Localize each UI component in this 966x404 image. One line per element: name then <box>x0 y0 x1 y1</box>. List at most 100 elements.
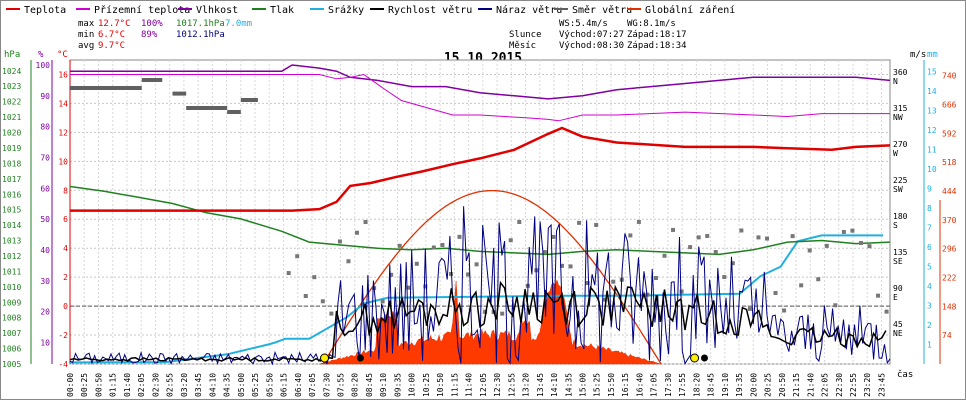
rad-tick: 666 <box>942 100 957 109</box>
time-tick: 16:40 <box>635 373 644 397</box>
moon-label: Měsíc <box>509 41 536 51</box>
wind-direction-mark <box>850 228 855 233</box>
hpa-tick: 1022 <box>2 98 21 107</box>
wind-direction-mark <box>448 271 453 276</box>
wind-direction-mark <box>346 259 351 264</box>
hpa-tick: 1012 <box>2 252 21 261</box>
wind-direction-mark <box>636 219 641 224</box>
sunrise-marker <box>320 353 330 363</box>
c-tick: 2 <box>63 273 68 282</box>
wind-direction-mark <box>320 299 325 304</box>
wind-direction-mark <box>662 253 667 258</box>
legend-label: Teplota <box>24 5 66 16</box>
wind-direction-mark <box>841 229 846 234</box>
moonrise-marker <box>356 354 364 362</box>
hpa-tick: 1019 <box>2 144 21 153</box>
time-tick: 14:10 <box>550 373 559 397</box>
ms-tick: 10 <box>927 165 937 174</box>
grid <box>69 59 891 365</box>
time-tick: 22:55 <box>849 373 858 397</box>
dir-tick-label: E <box>893 293 898 302</box>
time-tick: 01:40 <box>123 373 132 397</box>
ms-tick: 8 <box>927 204 932 213</box>
ms-tick: 1 <box>927 341 932 350</box>
wind-direction-mark <box>807 248 812 253</box>
sunset-marker <box>690 353 700 363</box>
wind-direction-mark <box>747 306 752 311</box>
time-tick: 15:50 <box>607 373 616 397</box>
time-tick: 06:40 <box>294 373 303 397</box>
wind-direction-mark <box>295 254 300 259</box>
humidity-line <box>70 64 891 100</box>
stat-value: 6.7°C <box>98 30 125 40</box>
wind-direction-mark <box>517 219 522 224</box>
time-tick: 02:55 <box>166 373 175 397</box>
hpa-axis-label: hPa <box>4 50 20 60</box>
wind-direction-mark <box>765 236 769 241</box>
wind-direction-mark <box>363 220 368 225</box>
hpa-tick: 1006 <box>2 345 21 354</box>
c-tick: 16 <box>58 70 68 79</box>
time-tick: 03:20 <box>180 373 189 397</box>
time-tick: 14:35 <box>564 373 573 397</box>
hpa-tick: 1008 <box>2 314 21 323</box>
time-tick: 05:50 <box>265 373 274 397</box>
pct-tick: 40 <box>40 246 50 255</box>
wind-direction-mark <box>756 235 761 240</box>
time-tick: 00:50 <box>94 373 103 397</box>
time-tick: 07:30 <box>322 373 331 397</box>
ms-tick: 12 <box>927 126 937 135</box>
wind-direction-mark <box>628 233 633 238</box>
time-tick: 04:10 <box>208 373 217 397</box>
ms-tick: 7 <box>927 224 932 233</box>
pct-tick: 80 <box>40 123 50 132</box>
legend-label: Rychlost větru <box>388 4 472 16</box>
wind-direction-mark <box>312 275 317 280</box>
pct-axis-label: % <box>38 50 44 60</box>
c-tick: 8 <box>63 186 68 195</box>
wind-direction-mark <box>679 289 684 294</box>
ms-tick: 9 <box>927 185 932 194</box>
legend-label: Globální záření <box>645 4 735 16</box>
wind-direction-mark <box>867 244 872 249</box>
time-tick: 07:55 <box>336 373 345 397</box>
time-tick: 04:35 <box>223 373 232 397</box>
pressure-line <box>69 185 891 256</box>
time-tick: 09:10 <box>379 373 388 397</box>
hpa-tick: 1009 <box>2 298 21 307</box>
time-tick: 08:20 <box>351 373 360 397</box>
rad-tick: 740 <box>942 72 957 81</box>
time-tick: 21:40 <box>806 373 815 397</box>
c-tick: 6 <box>63 215 68 224</box>
wind-direction-mark <box>380 299 385 304</box>
wind-direction-mark <box>858 241 863 246</box>
stat-value: 1012.1hPa <box>176 30 225 40</box>
hpa-tick: 1010 <box>2 283 21 292</box>
time-tick: 15:00 <box>579 373 588 397</box>
time-tick: 17:05 <box>650 373 659 397</box>
stat-value: max <box>78 19 95 29</box>
wind-direction-mark <box>329 311 334 316</box>
rad-tick: 592 <box>942 129 957 138</box>
ms-tick: 15 <box>927 68 937 77</box>
wind-speed-line <box>69 280 887 362</box>
stats-block: max 12.7°C 100% 1017.1hPa 7.0mm min 6.7°C 89% 10… <box>78 19 687 51</box>
wind-direction-mark <box>240 98 258 102</box>
time-tick: 19:35 <box>735 373 744 397</box>
c-tick: -2 <box>58 331 68 340</box>
time-tick: 03:45 <box>194 373 203 397</box>
wind-direction-mark <box>577 220 582 225</box>
wind-direction-mark <box>560 263 564 268</box>
dir-tick-deg: 180 <box>893 212 908 221</box>
wind-direction-mark <box>602 297 607 302</box>
wind-direction-mark <box>406 285 411 290</box>
c-tick: 0 <box>63 302 68 311</box>
hpa-tick: 1017 <box>2 175 21 184</box>
rad-tick: 296 <box>942 245 957 254</box>
time-tick: 23:20 <box>863 373 872 397</box>
dir-tick-label: W <box>893 149 898 158</box>
legend: Teplota Přízemní teplota Vlhkost Tlak Srážky… <box>6 4 735 16</box>
time-tick: 18:45 <box>707 373 716 397</box>
rad-tick: 370 <box>942 216 957 225</box>
